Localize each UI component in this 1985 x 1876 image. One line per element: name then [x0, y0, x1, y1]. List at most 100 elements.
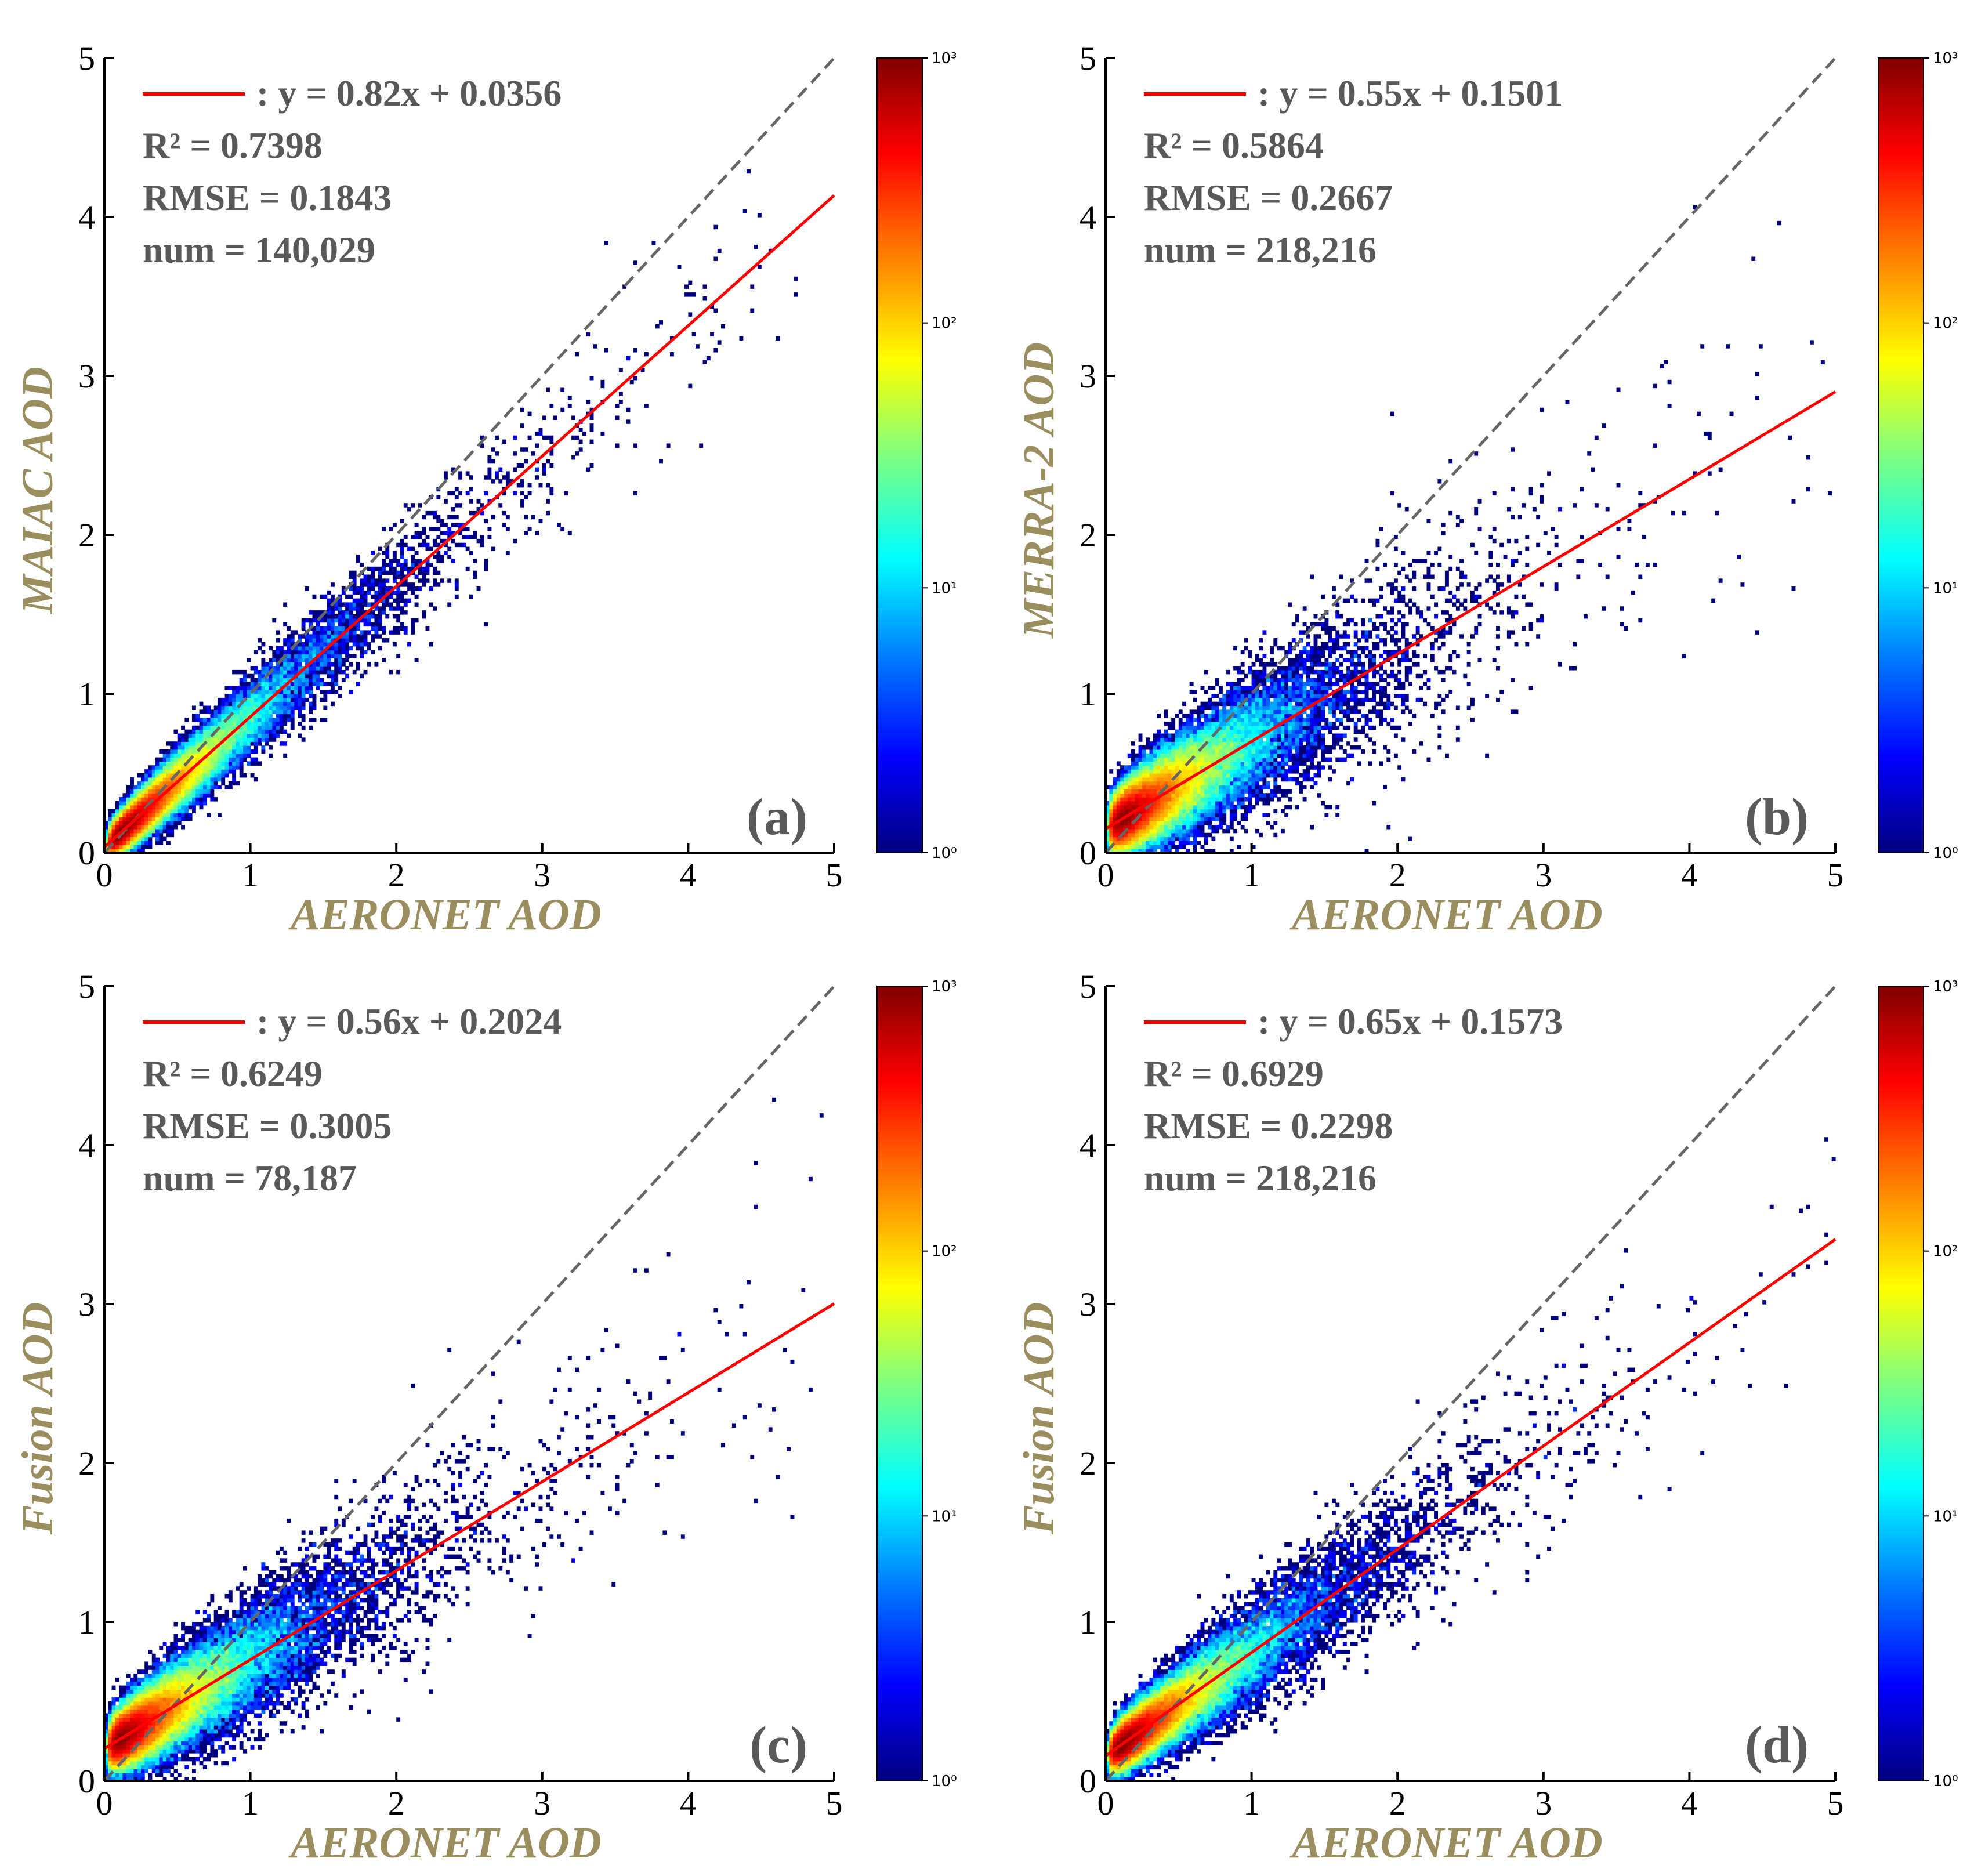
density-cell	[349, 606, 353, 611]
density-cell	[1459, 574, 1464, 579]
density-cell	[1255, 797, 1259, 802]
density-cell	[1251, 785, 1256, 789]
density-cell	[1240, 694, 1245, 698]
density-cell	[1324, 673, 1329, 679]
density-cell	[1284, 793, 1289, 798]
density-cell	[349, 622, 353, 627]
density-cell	[258, 690, 262, 694]
density-cell	[133, 836, 138, 842]
density-cell	[338, 626, 342, 631]
density-cell	[250, 733, 255, 738]
density-cell	[323, 666, 328, 671]
density-cell	[213, 785, 218, 789]
density-cell	[374, 630, 379, 635]
density-cell	[400, 622, 404, 627]
density-cell	[677, 265, 682, 269]
density-cell	[382, 527, 386, 531]
density-cell	[232, 714, 237, 718]
density-cell	[272, 678, 277, 683]
density-cell	[323, 614, 328, 619]
density-cell	[1142, 849, 1146, 853]
density-cell	[392, 630, 397, 635]
density-cell	[1240, 714, 1245, 718]
density-cell	[400, 542, 404, 548]
density-cell	[1240, 678, 1245, 683]
density-cell	[1342, 673, 1347, 679]
density-cell	[1237, 709, 1241, 714]
density-cell	[1164, 709, 1168, 714]
density-cell	[378, 570, 382, 575]
density-cell	[1645, 562, 1650, 567]
density-cell	[1255, 793, 1259, 798]
density-cell	[309, 725, 313, 730]
density-cell	[1222, 817, 1227, 821]
density-cell	[1335, 630, 1340, 635]
density-cell	[1404, 697, 1409, 702]
r2-label: R² = 0.5864	[1144, 125, 1324, 166]
density-cell	[191, 725, 196, 730]
density-cell	[1324, 666, 1329, 671]
density-cell	[1288, 749, 1292, 754]
density-cell	[1339, 646, 1343, 651]
density-cell	[199, 773, 204, 778]
density-cell	[1120, 769, 1125, 774]
density-cell	[1160, 832, 1165, 838]
density-cell	[1353, 721, 1358, 726]
density-cell	[338, 646, 342, 651]
density-cell	[1171, 781, 1176, 786]
density-cell	[469, 535, 473, 539]
density-cell	[1109, 789, 1114, 794]
density-cell	[236, 745, 240, 750]
density-cell	[265, 690, 269, 694]
density-cell	[1157, 741, 1161, 746]
density-cell	[1218, 761, 1223, 766]
density-cell	[1426, 586, 1431, 591]
density-cell	[1157, 797, 1161, 802]
density-cell	[1186, 821, 1190, 825]
density-cell	[436, 555, 441, 559]
density-cell	[155, 813, 160, 817]
density-cell	[115, 821, 119, 825]
density-cell	[298, 697, 302, 702]
density-cell	[140, 773, 145, 778]
density-cell	[173, 793, 178, 798]
density-cell	[1193, 765, 1197, 770]
density-cell	[1404, 638, 1409, 643]
density-cell	[491, 479, 495, 484]
density-cell	[1131, 757, 1135, 762]
density-cell	[312, 662, 317, 667]
density-cell	[148, 821, 153, 825]
density-cell	[1353, 650, 1358, 655]
density-cell	[484, 562, 488, 567]
density-cell	[1270, 646, 1274, 651]
density-cell	[367, 662, 371, 667]
density-cell	[1393, 753, 1398, 758]
density-cell	[279, 725, 284, 730]
density-cell	[162, 761, 167, 766]
density-cell	[115, 805, 119, 810]
density-cell	[334, 630, 339, 635]
density-cell	[265, 741, 269, 746]
density-cell	[385, 614, 390, 619]
density-cell	[283, 718, 288, 722]
density-cell	[360, 654, 364, 658]
density-cell	[188, 765, 193, 770]
density-cell	[1157, 761, 1161, 766]
density-cell	[1182, 761, 1186, 766]
density-cell	[1277, 765, 1281, 770]
density-cell	[1448, 566, 1453, 571]
density-cell	[1496, 697, 1500, 702]
density-cell	[130, 809, 134, 814]
density-cell	[104, 825, 108, 830]
density-cell	[1208, 769, 1212, 774]
density-cell	[1251, 729, 1256, 734]
density-cell	[232, 694, 237, 698]
density-cell	[1310, 721, 1314, 726]
density-cell	[440, 555, 444, 559]
density-cell	[1310, 725, 1314, 730]
density-cell	[170, 745, 175, 750]
density-cell	[224, 725, 229, 730]
density-cell	[269, 694, 273, 698]
density-cell	[239, 745, 244, 750]
density-cell	[181, 777, 185, 782]
